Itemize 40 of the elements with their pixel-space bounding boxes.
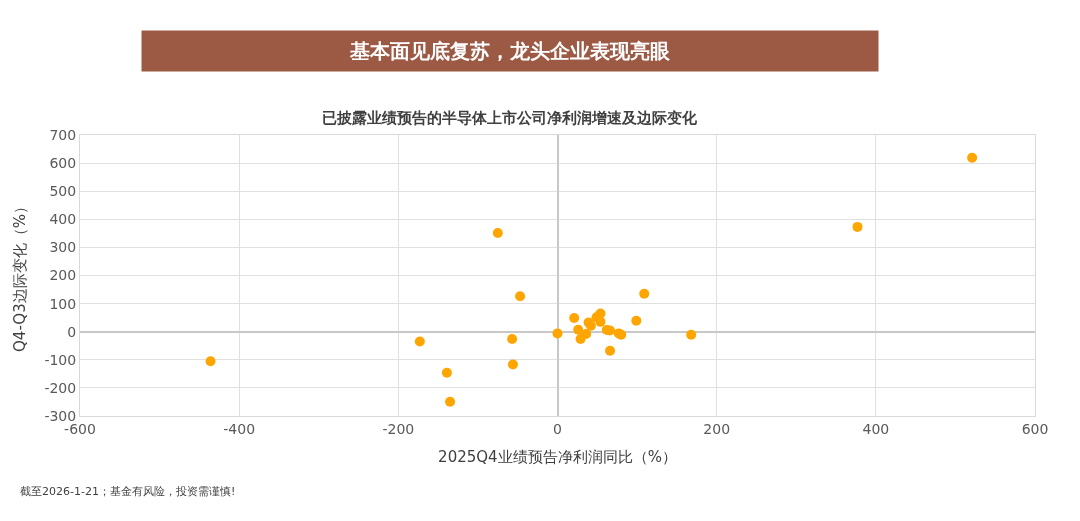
y-axis-title: Q4-Q3边际变化（%）: [10, 199, 29, 352]
text: 截至2026-1-21；基金有风险，投资需谨慎!: [20, 485, 236, 498]
point: [967, 152, 978, 163]
y-tick-label: 100: [49, 295, 77, 312]
point: [595, 316, 606, 327]
point: [445, 396, 456, 407]
point: [605, 345, 616, 356]
x-tick-label: 200: [703, 420, 731, 437]
point: [515, 291, 526, 302]
y-tick-label: 200: [49, 267, 77, 284]
y-tick-label: 700: [49, 126, 77, 143]
x-tick-label: 600: [1021, 420, 1049, 437]
x-tick-label: -200: [382, 420, 415, 437]
point: [492, 228, 503, 239]
x-axis-title: 2025Q4业绩预告净利润同比（%）: [438, 447, 677, 466]
y-tick-label: -100: [44, 351, 77, 368]
point: [581, 328, 592, 339]
y-tick-label: 0: [67, 323, 77, 340]
point: [507, 334, 518, 345]
point: [507, 359, 518, 370]
point: [414, 336, 425, 347]
chart-subtitle: 已披露业绩预告的半导体上市公司净利润增速及边际变化: [322, 109, 698, 127]
point: [639, 288, 650, 299]
x-tick-label: 400: [862, 420, 890, 437]
x-tick-label: 0: [553, 420, 562, 437]
point: [569, 312, 580, 323]
chart-title: 基本面见底复苏，龙头企业表现亮眼: [349, 39, 671, 63]
point: [852, 221, 863, 232]
point: [631, 315, 642, 326]
point: [552, 328, 563, 339]
y-tick-label: 600: [49, 155, 77, 171]
y-tick-label: -200: [44, 379, 77, 396]
point: [573, 324, 584, 335]
point: [205, 356, 216, 367]
x-tick-label: -400: [223, 420, 256, 437]
point: [686, 329, 697, 340]
y-tick-label: 400: [49, 211, 77, 228]
y-tick-label: 500: [49, 183, 77, 200]
y-tick-label: 300: [49, 239, 77, 256]
point: [441, 367, 452, 378]
